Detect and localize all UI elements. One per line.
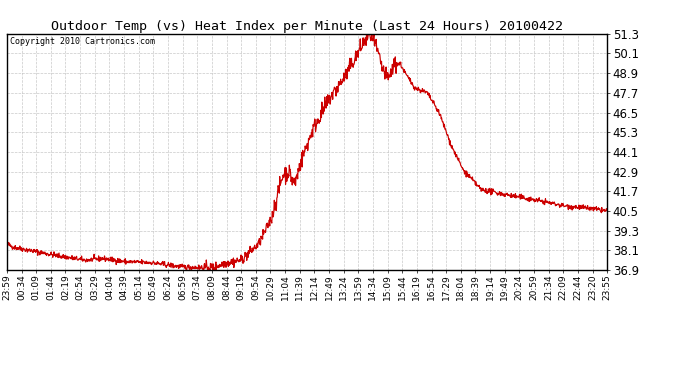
Text: Copyright 2010 Cartronics.com: Copyright 2010 Cartronics.com [10,37,155,46]
Title: Outdoor Temp (vs) Heat Index per Minute (Last 24 Hours) 20100422: Outdoor Temp (vs) Heat Index per Minute … [51,20,563,33]
